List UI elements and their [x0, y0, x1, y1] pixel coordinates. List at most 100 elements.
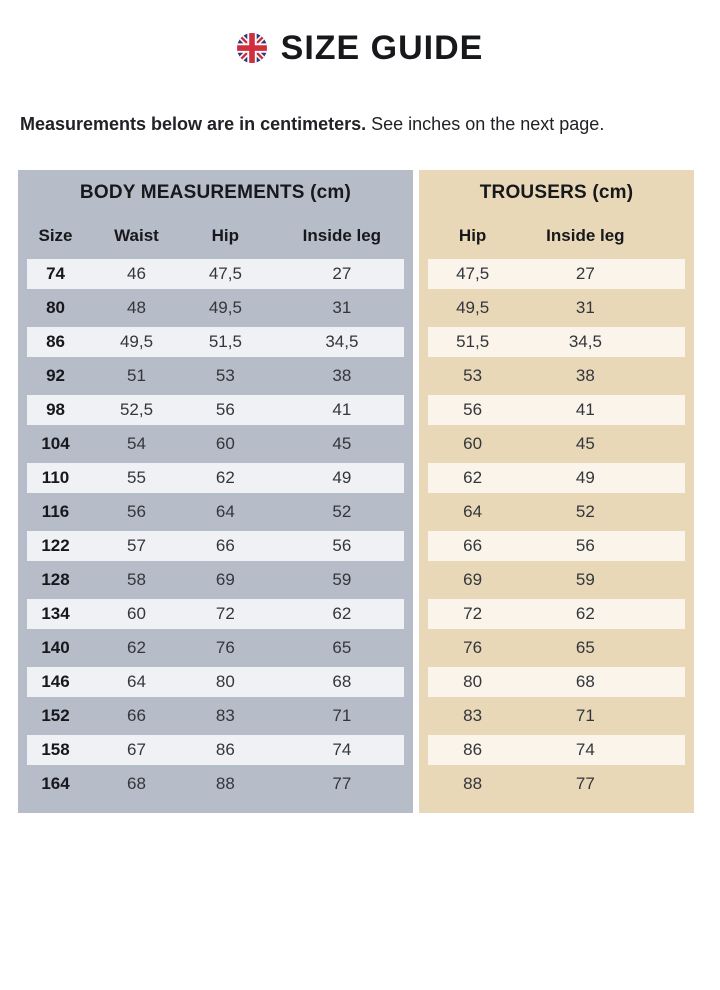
- cell-hip: 47,5: [208, 264, 242, 283]
- column-header-trousers-inside-leg: Inside leg: [546, 226, 625, 245]
- cell-size: 110: [41, 468, 70, 487]
- cell-waist: 52,5: [119, 400, 154, 419]
- cell-trousers-inside-leg: 38: [575, 366, 595, 385]
- body-row: 98 52,5 56 41: [18, 393, 413, 427]
- cell-size: 74: [46, 264, 65, 283]
- cell-size: 140: [41, 638, 70, 657]
- cell-hip: 80: [215, 672, 235, 691]
- cell-inside-leg: 65: [332, 638, 352, 657]
- intro-text-regular: See inches on the next page.: [366, 114, 605, 134]
- column-header-inside-leg: Inside leg: [302, 226, 382, 245]
- cell-hip: 62: [215, 468, 235, 487]
- cell-size: 134: [41, 604, 70, 623]
- cell-waist: 54: [127, 434, 146, 453]
- cell-trousers-inside-leg: 62: [575, 604, 595, 623]
- cell-trousers-hip: 47,5: [456, 264, 490, 283]
- trousers-rows: 47,5 27 49,5 31 51,5 34,5 53 38 56 41 60 45 62 49 64 52…: [419, 257, 694, 801]
- trousers-row: 64 52: [419, 495, 694, 529]
- cell-inside-leg: 41: [332, 400, 352, 419]
- cell-trousers-inside-leg: 45: [575, 434, 595, 453]
- cell-inside-leg: 31: [332, 298, 352, 317]
- trousers-row: 80 68: [419, 665, 694, 699]
- cell-inside-leg: 59: [332, 570, 352, 589]
- cell-trousers-hip: 64: [463, 502, 483, 521]
- cell-trousers-inside-leg: 56: [575, 536, 595, 555]
- cell-waist: 64: [127, 672, 146, 691]
- cell-inside-leg: 56: [332, 536, 352, 555]
- cell-trousers-inside-leg: 68: [575, 672, 595, 691]
- column-header-waist: Waist: [114, 226, 159, 245]
- body-row: 128 58 69 59: [18, 563, 413, 597]
- cell-trousers-hip: 49,5: [456, 298, 490, 317]
- cell-size: 158: [41, 740, 70, 759]
- trousers-row: 69 59: [419, 563, 694, 597]
- cell-trousers-inside-leg: 71: [575, 706, 595, 725]
- cell-trousers-hip: 86: [463, 740, 483, 759]
- cell-hip: 60: [215, 434, 235, 453]
- cell-inside-leg: 77: [332, 774, 352, 793]
- body-row: 74 46 47,5 27: [18, 257, 413, 291]
- size-guide-page: SIZE GUIDE Measurements below are in cen…: [0, 28, 720, 813]
- body-row: 104 54 60 45: [18, 427, 413, 461]
- cell-inside-leg: 68: [332, 672, 352, 691]
- cell-trousers-inside-leg: 77: [575, 774, 595, 793]
- cell-size: 104: [41, 434, 70, 453]
- trousers-row: 72 62: [419, 597, 694, 631]
- intro-text-bold: Measurements below are in centimeters.: [20, 114, 367, 134]
- body-row: 140 62 76 65: [18, 631, 413, 665]
- trousers-row: 62 49: [419, 461, 694, 495]
- cell-trousers-inside-leg: 49: [575, 468, 595, 487]
- cell-trousers-hip: 69: [463, 570, 483, 589]
- trousers-row: 83 71: [419, 699, 694, 733]
- body-rows: 74 46 47,5 27 80 48 49,5 31 86 49,5 51,5 34,5 92 51 53…: [18, 257, 413, 801]
- cell-size: 92: [46, 366, 65, 385]
- body-row: 92 51 53 38: [18, 359, 413, 393]
- cell-waist: 51: [127, 366, 146, 385]
- body-row: 158 67 86 74: [18, 733, 413, 767]
- trousers-row: 49,5 31: [419, 291, 694, 325]
- cell-hip: 86: [215, 740, 235, 759]
- page-title: SIZE GUIDE: [280, 28, 484, 67]
- cell-waist: 56: [127, 502, 146, 521]
- cell-waist: 67: [127, 740, 146, 759]
- trousers-row: 60 45: [419, 427, 694, 461]
- trousers-row: 86 74: [419, 733, 694, 767]
- cell-waist: 48: [127, 298, 146, 317]
- cell-trousers-inside-leg: 34,5: [568, 332, 602, 351]
- cell-waist: 68: [127, 774, 146, 793]
- cell-hip: 51,5: [208, 332, 242, 351]
- cell-waist: 62: [127, 638, 146, 657]
- cell-trousers-hip: 72: [463, 604, 483, 623]
- cell-waist: 46: [127, 264, 146, 283]
- cell-inside-leg: 52: [332, 502, 352, 521]
- trousers-row: 53 38: [419, 359, 694, 393]
- cell-hip: 66: [215, 536, 235, 555]
- trousers-row: 66 56: [419, 529, 694, 563]
- cell-trousers-inside-leg: 65: [575, 638, 595, 657]
- cell-waist: 57: [127, 536, 146, 555]
- cell-hip: 72: [215, 604, 235, 623]
- trousers-section-title: TROUSERS (cm): [479, 181, 634, 203]
- cell-trousers-hip: 88: [463, 774, 483, 793]
- cell-trousers-hip: 76: [463, 638, 483, 657]
- cell-hip: 53: [215, 366, 235, 385]
- body-row: 146 64 80 68: [18, 665, 413, 699]
- cell-inside-leg: 27: [332, 264, 352, 283]
- trousers-row: 88 77: [419, 767, 694, 801]
- cell-trousers-hip: 56: [463, 400, 483, 419]
- column-header-size: Size: [38, 226, 73, 245]
- cell-trousers-inside-leg: 74: [575, 740, 595, 759]
- body-row: 80 48 49,5 31: [18, 291, 413, 325]
- cell-size: 80: [46, 298, 65, 317]
- cell-size: 122: [41, 536, 70, 555]
- body-row: 164 68 88 77: [18, 767, 413, 801]
- page-header: SIZE GUIDE: [0, 28, 720, 67]
- column-header-trousers-hip: Hip: [458, 226, 487, 245]
- cell-size: 128: [41, 570, 70, 589]
- cell-waist: 58: [127, 570, 146, 589]
- cell-size: 152: [41, 706, 70, 725]
- body-row: 122 57 66 56: [18, 529, 413, 563]
- body-row: 110 55 62 49: [18, 461, 413, 495]
- cell-waist: 49,5: [119, 332, 154, 351]
- cell-inside-leg: 49: [332, 468, 352, 487]
